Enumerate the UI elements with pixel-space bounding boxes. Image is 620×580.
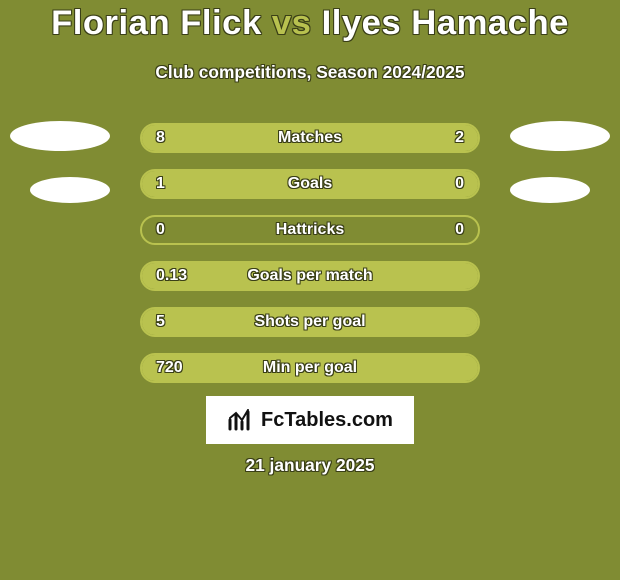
stat-row: 5 Shots per goal bbox=[140, 307, 480, 337]
stat-value-right: 0 bbox=[455, 221, 464, 239]
stat-label: Goals bbox=[288, 175, 332, 193]
stat-row: 720 Min per goal bbox=[140, 353, 480, 383]
avatar-right-ellipse bbox=[510, 121, 610, 151]
stat-value-left: 0 bbox=[156, 221, 165, 239]
stat-value-left: 720 bbox=[156, 359, 183, 377]
branding-badge: FcTables.com bbox=[206, 396, 414, 444]
stat-value-left: 8 bbox=[156, 129, 165, 147]
comparison-card: Florian Flick vs Ilyes Hamache Club comp… bbox=[0, 0, 620, 580]
stat-fill-left bbox=[142, 125, 411, 151]
stat-value-left: 1 bbox=[156, 175, 165, 193]
stat-label: Min per goal bbox=[263, 359, 357, 377]
stat-row: 0 Hattricks 0 bbox=[140, 215, 480, 245]
avatar-left-ellipse bbox=[10, 121, 110, 151]
stat-value-left: 0.13 bbox=[156, 267, 187, 285]
branding-text: FcTables.com bbox=[261, 409, 393, 432]
player1-name: Florian Flick bbox=[51, 4, 262, 42]
stat-label: Matches bbox=[278, 129, 342, 147]
title-vs: vs bbox=[272, 4, 312, 42]
player2-name: Ilyes Hamache bbox=[322, 4, 569, 42]
stat-label: Shots per goal bbox=[254, 313, 365, 331]
stat-row: 0.13 Goals per match bbox=[140, 261, 480, 291]
footer-date: 21 january 2025 bbox=[0, 455, 620, 476]
stat-fill-left bbox=[142, 171, 411, 197]
stat-value-left: 5 bbox=[156, 313, 165, 331]
stat-fill-right bbox=[411, 171, 478, 197]
avatar-left-ellipse bbox=[30, 177, 110, 203]
page-title: Florian Flick vs Ilyes Hamache bbox=[0, 4, 620, 43]
subtitle: Club competitions, Season 2024/2025 bbox=[0, 62, 620, 83]
stat-value-right: 0 bbox=[455, 175, 464, 193]
stat-label: Hattricks bbox=[276, 221, 344, 239]
stat-label: Goals per match bbox=[247, 267, 372, 285]
stat-fill-right bbox=[411, 125, 478, 151]
avatar-right-ellipse bbox=[510, 177, 590, 203]
stat-row: 8 Matches 2 bbox=[140, 123, 480, 153]
bar-chart-icon bbox=[227, 409, 253, 431]
stat-row: 1 Goals 0 bbox=[140, 169, 480, 199]
stat-value-right: 2 bbox=[455, 129, 464, 147]
